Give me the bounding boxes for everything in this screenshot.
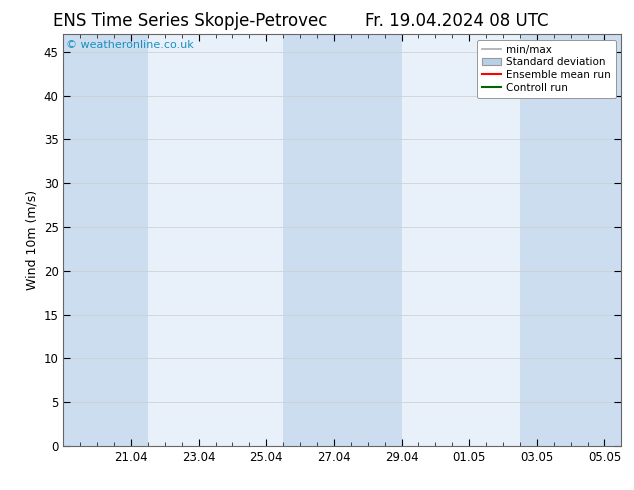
Bar — [63, 34, 148, 446]
Bar — [283, 34, 401, 446]
Bar — [520, 34, 621, 446]
Y-axis label: Wind 10m (m/s): Wind 10m (m/s) — [25, 190, 38, 290]
Legend: min/max, Standard deviation, Ensemble mean run, Controll run: min/max, Standard deviation, Ensemble me… — [477, 40, 616, 98]
Text: Fr. 19.04.2024 08 UTC: Fr. 19.04.2024 08 UTC — [365, 12, 548, 30]
Text: © weatheronline.co.uk: © weatheronline.co.uk — [66, 41, 194, 50]
Text: ENS Time Series Skopje-Petrovec: ENS Time Series Skopje-Petrovec — [53, 12, 327, 30]
